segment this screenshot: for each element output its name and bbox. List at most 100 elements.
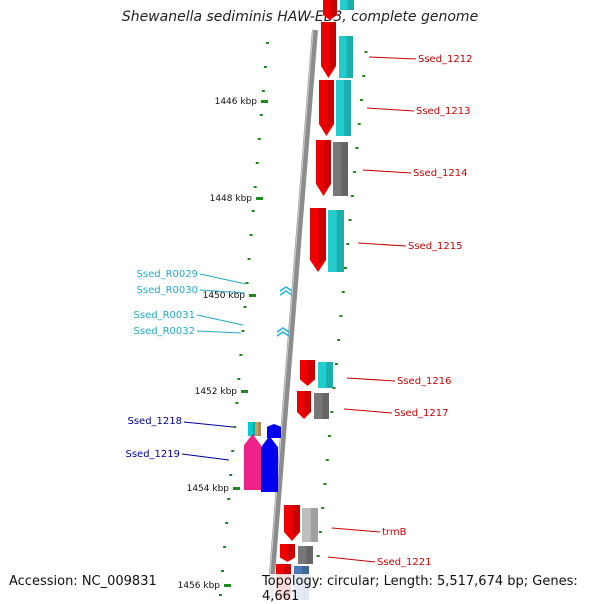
rna-label: Ssed_R0031 (134, 310, 195, 321)
cds-block (333, 142, 348, 196)
scale-dot (359, 99, 363, 101)
cds-arrow-shade (318, 208, 326, 265)
cds-arrow (297, 391, 311, 419)
cds-arrow-shade (327, 80, 334, 129)
scale-dot (219, 594, 223, 596)
major-tick (249, 294, 256, 297)
scale-dot (253, 186, 257, 188)
cds-arrow (261, 436, 278, 492)
scale-dot (364, 51, 368, 53)
scale-dot (239, 354, 243, 356)
scale-dot (316, 555, 320, 557)
cds-block-shade (306, 546, 313, 564)
scale-dot (328, 435, 332, 437)
rna-chevron (277, 327, 289, 333)
feature-track (244, 0, 354, 600)
cds-block-shade (252, 422, 257, 436)
scale-dot (337, 339, 341, 341)
tick-label: 1452 kbp (195, 387, 238, 397)
cds-arrow (323, 0, 337, 20)
cds-block-shade (344, 80, 351, 136)
scale-dot (225, 522, 229, 524)
tick-label: 1448 kbp (210, 194, 253, 204)
cds-arrow (267, 424, 281, 438)
cds-block (298, 546, 313, 564)
scale-dot (332, 387, 336, 389)
scale-dot (223, 546, 227, 548)
rna-chevron (280, 286, 292, 292)
cds-block (336, 80, 351, 136)
scale-dot (263, 66, 267, 68)
rna-chevron (277, 331, 289, 337)
topology-summary-text: Topology: circular; Length: 5,517,674 bp… (262, 574, 600, 604)
cds-arrow-shade (330, 0, 337, 17)
cds-block (255, 422, 261, 436)
major-tick (256, 197, 263, 200)
gene-label: Ssed_1219 (125, 449, 180, 460)
scale-dot (346, 243, 350, 245)
scale-dot (343, 267, 347, 269)
scale-dot (259, 114, 263, 116)
tick-label: 1456 kbp (178, 581, 221, 591)
cds-block-shade (310, 508, 318, 542)
scale-dot (255, 162, 259, 164)
rna-label: Ssed_R0030 (137, 285, 198, 296)
gene-label: Ssed_1216 (397, 376, 452, 387)
rna-label-leader (199, 273, 247, 285)
tick-label: 1446 kbp (215, 97, 258, 107)
gene-label: Ssed_1215 (408, 241, 463, 252)
gene-label: Ssed_1217 (394, 408, 449, 419)
cds-block (340, 0, 354, 10)
gene-label-leader (368, 56, 417, 60)
scale-dot (221, 570, 225, 572)
cds-block (328, 210, 344, 272)
major-tick (233, 487, 240, 490)
scale-dot (323, 483, 327, 485)
scale-dot (350, 195, 354, 197)
scale-dot (233, 426, 237, 428)
scale-dot (265, 42, 269, 44)
rna-label: Ssed_R0032 (134, 326, 195, 337)
scale-dot (231, 450, 235, 452)
gene-label: Ssed_1218 (127, 416, 182, 427)
scale-ticks: 1446 kbp 1448 kbp 1450 kbp 1452 kbp 1454 kbp… (178, 42, 368, 596)
rna-label-leader (196, 314, 244, 326)
cds-arrow-shade (288, 544, 295, 560)
gene-label-leader (327, 556, 376, 563)
cds-arrow-shade (308, 360, 315, 383)
cds-block-shade (326, 362, 333, 388)
cds-block (302, 508, 318, 542)
cds-block (248, 422, 257, 436)
scale-dot (245, 282, 249, 284)
major-tick (241, 390, 248, 393)
cds-block-shade (336, 210, 344, 272)
gene-label-leader (181, 453, 230, 461)
scale-dot (249, 234, 253, 236)
rna-label-leader (199, 289, 246, 294)
scale-dot (339, 315, 343, 317)
scale-dot (251, 210, 255, 212)
tick-label: 1454 kbp (187, 484, 230, 494)
cds-arrow (244, 434, 261, 490)
cds-block-shade (341, 142, 348, 196)
accession-text: Accession: NC_009831 (9, 574, 157, 589)
major-tick (224, 584, 231, 587)
gene-label-leader (331, 527, 381, 533)
gene-label-leader (183, 421, 234, 428)
scale-dot (261, 90, 265, 92)
cds-arrow (300, 360, 315, 386)
cds-arrow-shade (324, 140, 331, 189)
gene-label-leader (366, 107, 415, 112)
map-title: Shewanella sediminis HAW-EB3, complete g… (121, 9, 479, 25)
rna-label-leader (196, 330, 242, 334)
cds-block-shade (347, 0, 354, 10)
rna-label: Ssed_R0029 (137, 269, 198, 280)
scale-dot (243, 306, 247, 308)
cds-arrow-shade (329, 22, 336, 71)
major-tick (261, 100, 268, 103)
scale-dot (237, 378, 241, 380)
scale-dot (357, 123, 361, 125)
gene-label: Ssed_1213 (416, 106, 471, 117)
sequence-backbone (267, 29, 318, 600)
